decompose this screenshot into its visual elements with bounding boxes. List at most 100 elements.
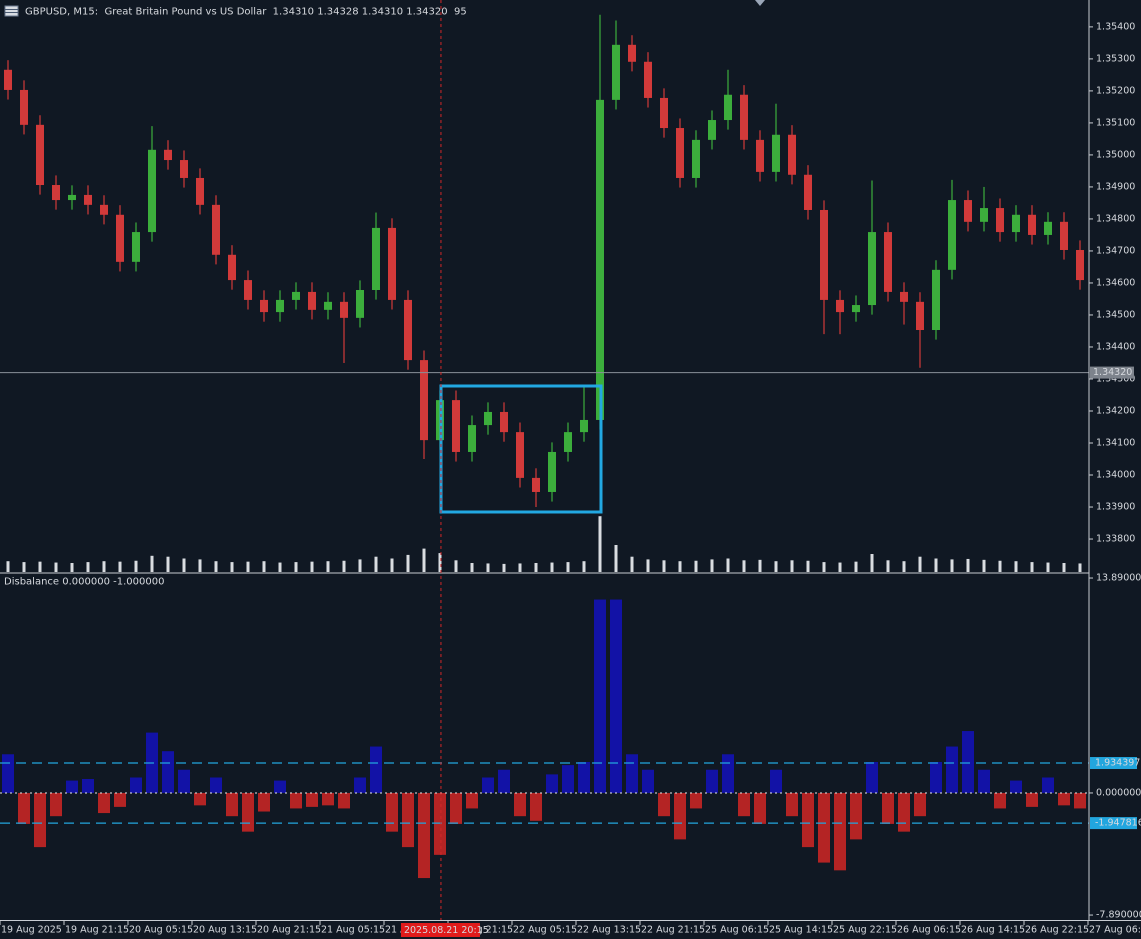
x-tick-label: 26 Aug 22:15 (1025, 925, 1089, 936)
volume-bar (278, 562, 282, 572)
volume-bar (710, 559, 714, 572)
candle-body (196, 177, 204, 205)
volume-bar (694, 560, 698, 572)
candle-body (100, 204, 108, 215)
volume-bar (678, 561, 682, 572)
volume-bar (1078, 563, 1082, 572)
volume-bar (646, 559, 650, 572)
volume-bar (918, 556, 922, 572)
candle-body (244, 280, 252, 300)
candle-body (820, 209, 828, 300)
volume-bar (998, 560, 1002, 572)
volume-bar (246, 561, 250, 572)
y-tick-label: 1.35000 (1096, 149, 1135, 160)
volume-bar (742, 560, 746, 572)
disbalance-bar (386, 792, 398, 832)
volume-bar (598, 516, 602, 572)
candle-body (420, 360, 428, 441)
y-tick-label: 1.33900 (1096, 502, 1135, 513)
disbalance-bar (690, 792, 702, 809)
candle-body (68, 194, 76, 201)
x-tick-label: 22 Aug 13:15 (577, 925, 641, 936)
volume-bar (662, 560, 666, 572)
volume-bar (262, 561, 266, 572)
x-tick-label: 19 Aug 21:15 (65, 925, 129, 936)
crosshair-label-box (400, 923, 480, 937)
disbalance-bar (482, 777, 494, 793)
disbalance-bar (498, 769, 510, 793)
level-label-box (1090, 817, 1137, 830)
disbalance-bar (882, 792, 894, 824)
candle-body (212, 204, 220, 255)
disbalance-bar (418, 792, 430, 879)
candle-body (980, 208, 988, 222)
disbalance-bar (866, 762, 878, 793)
candle-body (1060, 221, 1068, 250)
disbalance-bar (1074, 792, 1086, 809)
disbalance-bar (594, 599, 606, 793)
disbalance-bar (610, 599, 622, 793)
x-tick-label: 21 Aug 21:15 (449, 925, 513, 936)
candle-body (484, 411, 492, 426)
y-tick-label: 1.34500 (1096, 309, 1135, 320)
y-tick-label: 1.34200 (1096, 405, 1135, 416)
disbalance-bar (706, 769, 718, 793)
y-tick-label: -7.890000 (1096, 910, 1141, 921)
disbalance-bar (18, 792, 30, 824)
shift-marker[interactable] (755, 0, 765, 6)
volume-bar (1062, 563, 1066, 572)
volume-bar (342, 560, 346, 572)
disbalance-bar (898, 792, 910, 832)
bid-label-box (1090, 366, 1134, 379)
volume-bar (838, 562, 842, 572)
disbalance-bar (194, 792, 206, 806)
disbalance-bar (1042, 777, 1054, 793)
candle-body (532, 477, 540, 492)
x-tick-label: 27 Aug 06:15 (1089, 925, 1141, 936)
volume-bar (86, 562, 90, 572)
disbalance-bar (354, 777, 366, 793)
disbalance-bar (546, 774, 558, 793)
candle-body (308, 291, 316, 310)
disbalance-bar (834, 792, 846, 871)
disbalance-bar (1026, 792, 1038, 807)
disbalance-bar (290, 792, 302, 809)
volume-bar (22, 562, 26, 572)
disbalance-bar (34, 792, 46, 848)
volume-bar (406, 554, 410, 572)
volume-bar (726, 558, 730, 572)
rectangle-object[interactable] (439, 384, 603, 514)
candle-body (324, 301, 332, 310)
disbalance-bar (722, 754, 734, 793)
disbalance-bar (338, 792, 350, 809)
volume-bar (134, 560, 138, 572)
volume-bar (310, 561, 314, 572)
candle-body (580, 419, 588, 433)
candle-body (996, 208, 1004, 233)
x-tick-label: 25 Aug 06:15 (705, 925, 769, 936)
candle-body (468, 425, 476, 452)
candle-body (628, 44, 636, 62)
x-tick-label: 22 Aug 21:15 (641, 925, 705, 936)
candle-body (516, 432, 524, 478)
disbalance-bar (178, 769, 190, 793)
candle-body (708, 120, 716, 140)
candle-body (804, 174, 812, 210)
candle-body (20, 89, 28, 125)
volume-bar (326, 561, 330, 572)
y-tick-label: 1.34300 (1096, 373, 1135, 384)
disbalance-bar (1010, 780, 1022, 793)
candle-body (756, 139, 764, 172)
disbalance-bar (370, 746, 382, 793)
volume-bar (422, 548, 426, 572)
disbalance-bar (66, 780, 78, 793)
chart-header: GBPUSD, M15: Great Britain Pound vs US D… (25, 7, 467, 18)
y-tick-label: 1.34400 (1096, 341, 1135, 352)
disbalance-bar (434, 792, 446, 855)
volume-bar (582, 561, 586, 572)
candle-body (1044, 221, 1052, 235)
x-tick-label: 19 Aug 2025 (1, 925, 62, 936)
candle-body (1028, 214, 1036, 235)
x-tick-label: 20 Aug 21:15 (257, 925, 321, 936)
volume-bar (182, 558, 186, 572)
